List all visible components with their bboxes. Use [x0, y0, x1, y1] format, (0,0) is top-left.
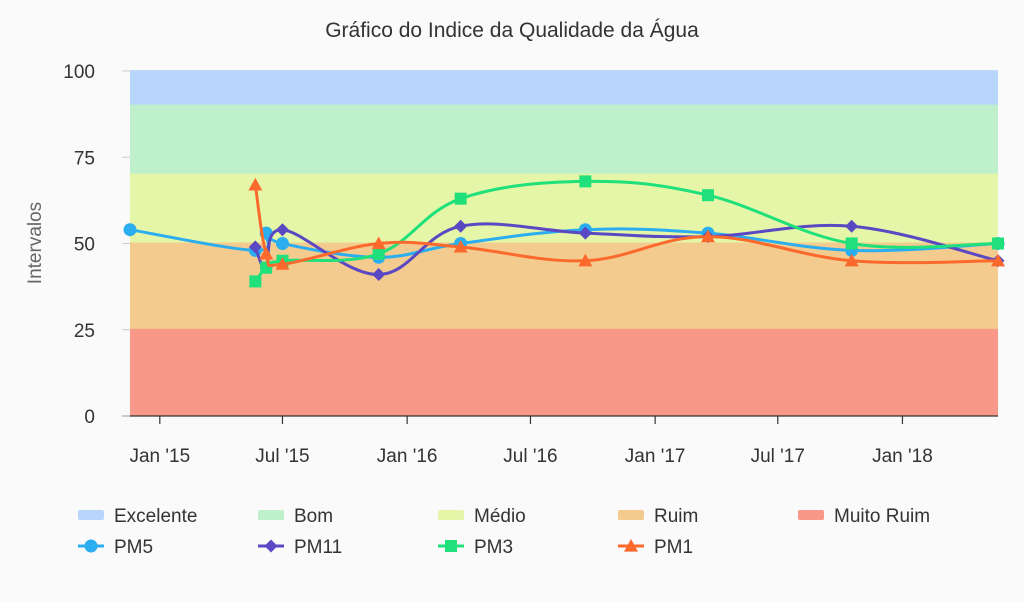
band-muito-ruim: [130, 329, 998, 416]
legend-marker-pm1: [624, 539, 638, 552]
chart-title: Gráfico do Indice da Qualidade da Água: [325, 19, 699, 42]
data-point-pm3: [579, 175, 592, 188]
data-point-pm11: [275, 223, 289, 237]
data-point-pm5: [123, 223, 137, 237]
x-tick-label: Jul '17: [751, 446, 805, 467]
x-tick-label: Jan '16: [377, 446, 438, 467]
legend-swatch-médio: [438, 510, 464, 520]
legend-swatch-muito-ruim: [798, 510, 824, 520]
y-tick-label: 75: [74, 148, 95, 169]
series-pm1: [248, 177, 1005, 270]
data-point-pm1: [991, 253, 1005, 267]
x-tick-label: Jan '15: [129, 446, 190, 467]
legend-swatch-excelente: [78, 510, 104, 520]
data-point-pm1: [844, 253, 859, 267]
data-point-pm1: [371, 236, 386, 250]
legend-label: Médio: [474, 506, 526, 527]
data-point-pm3: [992, 237, 1004, 250]
series-layer: [123, 175, 1005, 288]
legend-marker-pm5: [84, 539, 98, 553]
legend-label: Bom: [294, 506, 333, 527]
legend-marker-pm11: [264, 539, 278, 553]
data-point-pm11: [248, 240, 262, 254]
data-point-pm1: [259, 246, 274, 260]
y-tick-label: 50: [74, 235, 95, 256]
data-point-pm3: [701, 189, 714, 202]
data-point-pm11: [372, 268, 386, 282]
data-point-pm1: [578, 253, 593, 267]
data-point-pm3: [249, 275, 262, 288]
data-point-pm3: [845, 237, 858, 250]
series-line-pm11: [253, 222, 1000, 277]
legend-label: Ruim: [654, 506, 698, 527]
legend-label: Muito Ruim: [834, 506, 930, 527]
data-point-pm1: [248, 177, 263, 191]
legend-label: PM1: [654, 537, 693, 558]
legend: Excelente Bom Médio Ruim Muito Ruim PM5 PM11 PM…: [78, 506, 930, 558]
data-point-pm11: [578, 226, 592, 240]
y-tick-label: 100: [63, 62, 95, 83]
series-line-pm3: [253, 179, 1000, 283]
legend-label: PM3: [474, 537, 513, 558]
band-bom: [130, 105, 998, 175]
data-point-pm3: [372, 247, 385, 260]
legend-label: PM11: [294, 537, 342, 558]
quality-bands: [130, 70, 998, 416]
legend-marker-pm3: [445, 540, 457, 552]
band-excelente: [130, 71, 998, 106]
data-point-pm1: [700, 229, 715, 243]
y-axis-label: Intervalos: [25, 202, 46, 284]
x-tick-label: Jul '16: [503, 446, 557, 467]
axes: 0 25 50 75 100 Jan '15 Jul '15 Jan '16 Jul '16 Ja…: [63, 62, 998, 467]
series-line-pm1: [253, 183, 1000, 268]
data-point-pm11: [454, 219, 468, 233]
x-tick-label: Jan '18: [872, 446, 933, 467]
data-point-pm3: [260, 261, 273, 274]
data-point-pm11: [845, 219, 859, 233]
legend-swatch-bom: [258, 510, 284, 520]
legend-label: Excelente: [114, 506, 197, 527]
series-pm3: [249, 175, 1004, 288]
x-tick-label: Jul '15: [255, 446, 309, 467]
data-point-pm3: [454, 192, 467, 205]
y-tick-label: 25: [74, 321, 95, 342]
y-tick-label: 0: [84, 407, 95, 428]
legend-swatch-ruim: [618, 510, 644, 520]
legend-label: PM5: [114, 537, 153, 558]
data-point-pm1: [275, 257, 290, 270]
data-point-pm1: [453, 239, 468, 253]
x-tick-label: Jan '17: [625, 446, 686, 467]
data-point-pm5: [275, 237, 289, 250]
